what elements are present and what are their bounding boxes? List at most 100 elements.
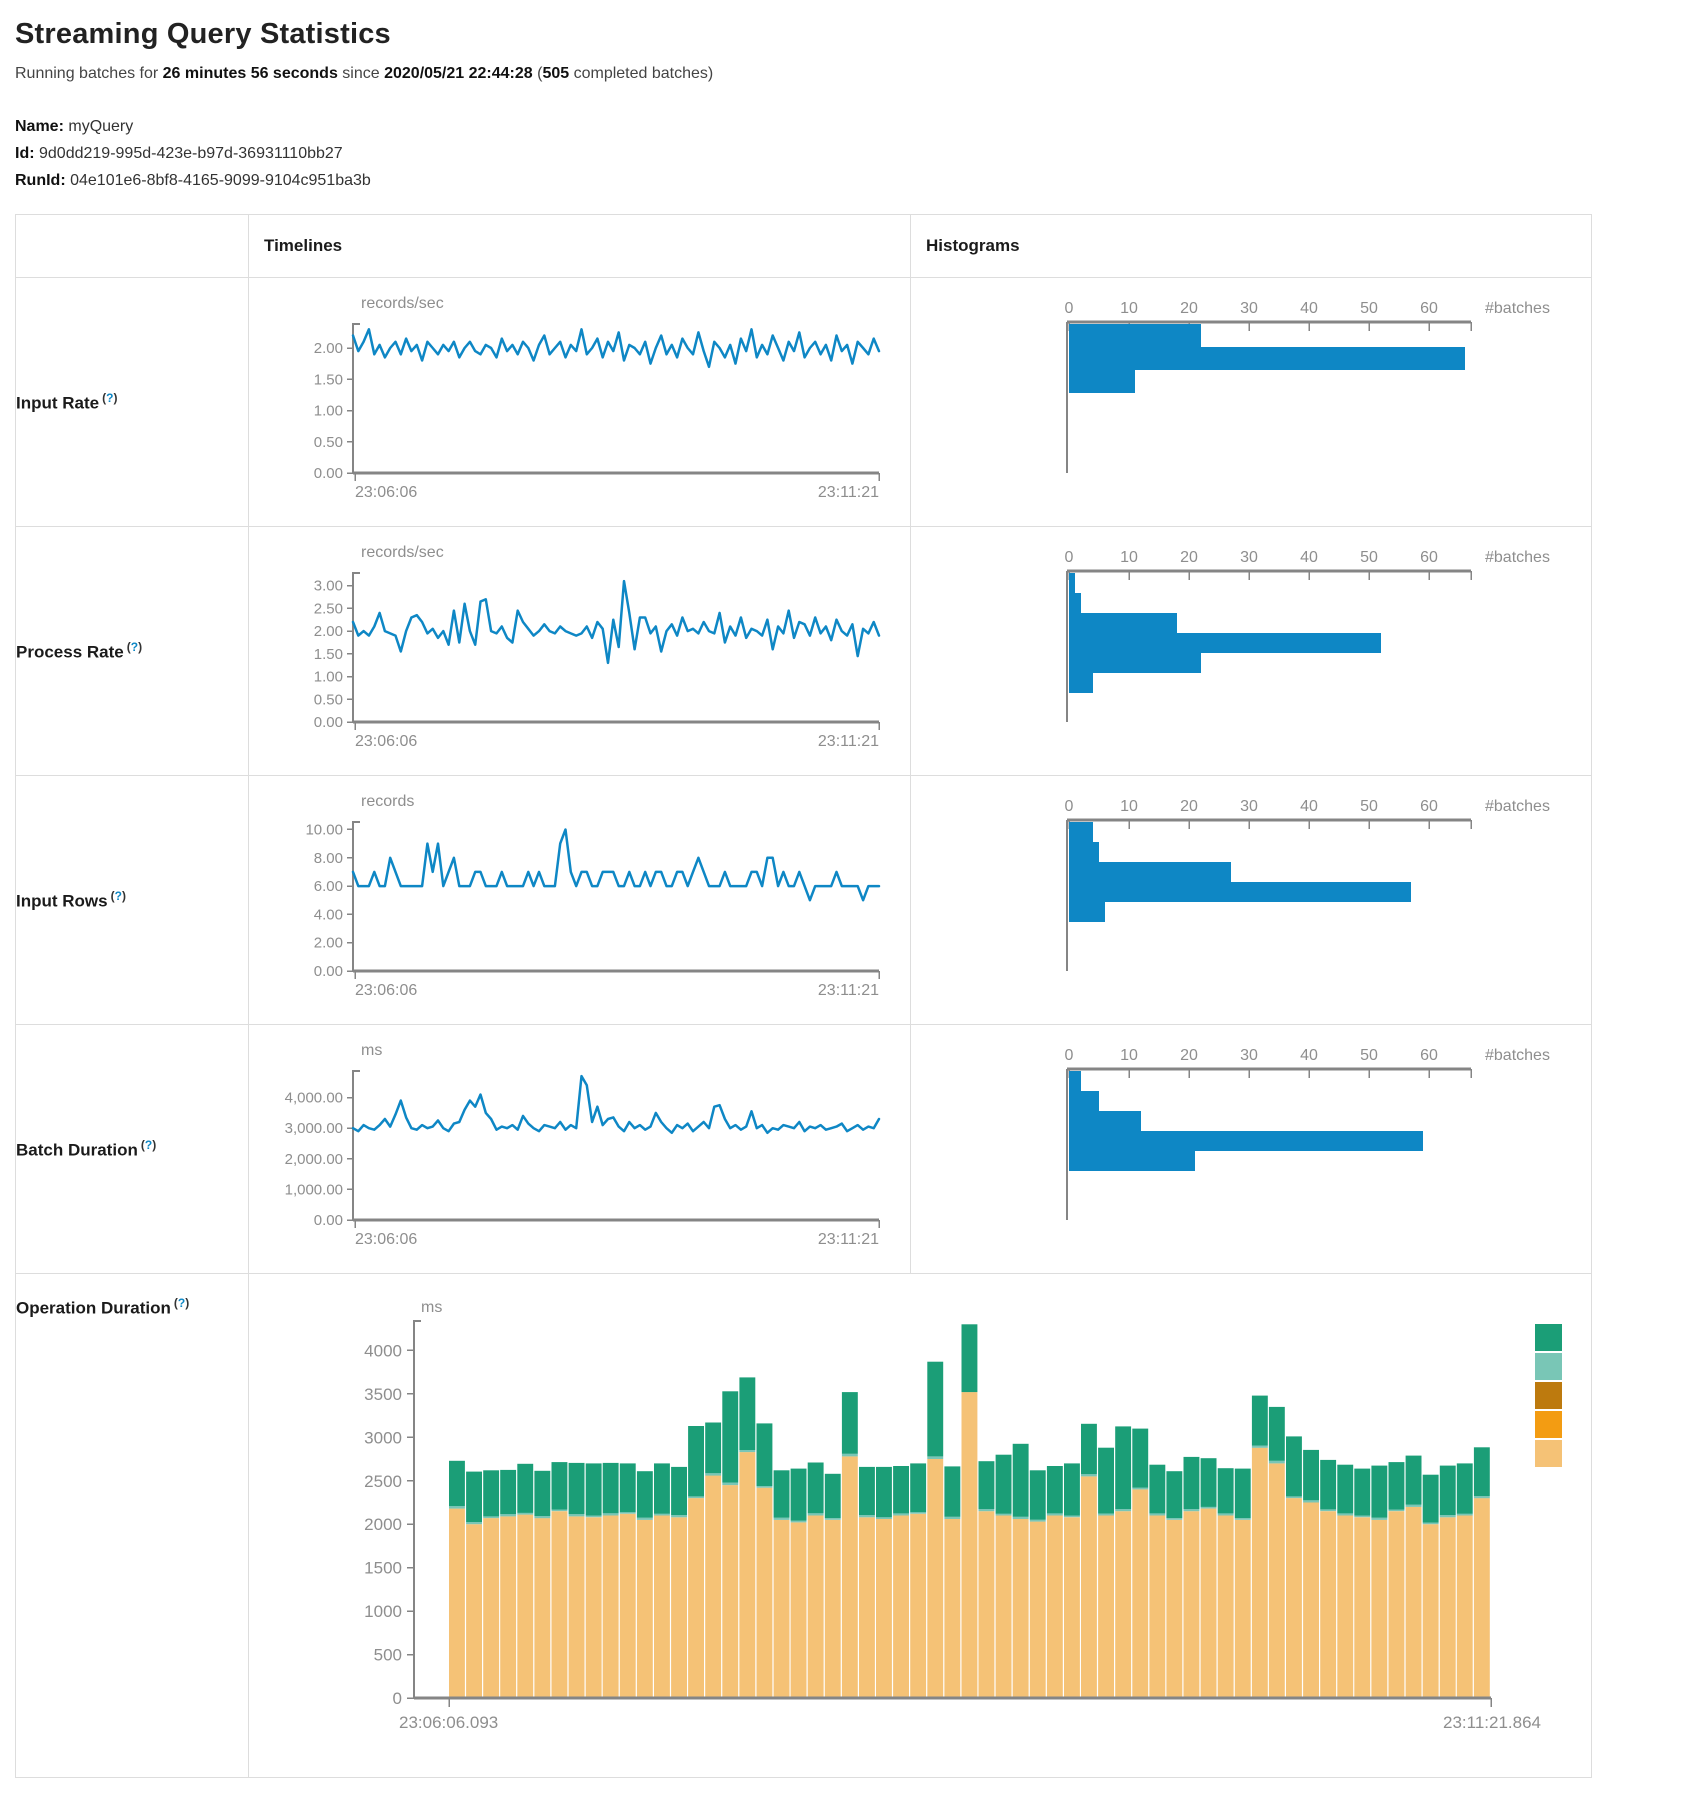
- svg-text:0.50: 0.50: [314, 434, 343, 451]
- svg-text:4,000.00: 4,000.00: [285, 1090, 343, 1107]
- svg-text:records: records: [361, 793, 414, 810]
- help-icon[interactable]: (?): [102, 390, 118, 405]
- header-empty-cell: [15, 214, 249, 278]
- svg-text:1500: 1500: [364, 1559, 402, 1578]
- running-duration: 26 minutes 56 seconds: [162, 65, 338, 82]
- subtitle-paren: (: [532, 65, 543, 82]
- svg-text:2,000.00: 2,000.00: [285, 1151, 343, 1168]
- svg-text:ms: ms: [361, 1042, 382, 1059]
- svg-text:0.00: 0.00: [314, 963, 343, 980]
- input-rate-histogram: 0 10 20 30 40 50 60 #batches: [912, 279, 1591, 526]
- svg-text:records/sec: records/sec: [361, 295, 444, 312]
- start-timestamp: 2020/05/21 22:44:28: [384, 65, 533, 82]
- stats-table: Timelines Histograms Input Rate (?) recor…: [15, 214, 1592, 1778]
- svg-text:50: 50: [1360, 798, 1378, 815]
- svg-text:#batches: #batches: [1485, 798, 1550, 815]
- svg-text:0.50: 0.50: [314, 691, 343, 708]
- batch-duration-label-cell: Batch Duration (?): [15, 1024, 249, 1274]
- timelines-header: Timelines: [264, 236, 343, 255]
- input-rows-label: Input Rows: [16, 891, 108, 911]
- help-icon[interactable]: (?): [140, 1137, 157, 1152]
- svg-text:23:06:06.093: 23:06:06.093: [399, 1713, 498, 1732]
- help-icon[interactable]: (?): [110, 888, 126, 903]
- svg-text:1.50: 1.50: [314, 646, 343, 663]
- svg-text:1.00: 1.00: [314, 403, 343, 420]
- svg-text:30: 30: [1240, 549, 1258, 566]
- svg-text:0: 0: [1065, 549, 1074, 566]
- subtitle-prefix: Running batches for: [15, 65, 163, 82]
- process-rate-label: Process Rate: [16, 642, 124, 662]
- running-batches-text: Running batches for 26 minutes 56 second…: [15, 65, 1693, 83]
- subtitle-suffix: completed batches): [569, 65, 714, 82]
- svg-text:20: 20: [1180, 1047, 1198, 1064]
- svg-text:60: 60: [1420, 549, 1438, 566]
- svg-text:10.00: 10.00: [305, 821, 343, 838]
- svg-text:10: 10: [1120, 549, 1138, 566]
- svg-text:4000: 4000: [364, 1341, 402, 1360]
- svg-text:#batches: #batches: [1485, 1047, 1550, 1064]
- svg-text:2000: 2000: [364, 1515, 402, 1534]
- runid-label: RunId:: [15, 172, 66, 189]
- svg-text:ms: ms: [421, 1299, 442, 1316]
- svg-text:23:11:21: 23:11:21: [818, 1231, 879, 1248]
- input-rate-row: Input Rate (?) records/sec 0.00 0.50 1.00 1.5…: [15, 277, 1592, 527]
- svg-text:23:06:06: 23:06:06: [355, 733, 417, 750]
- svg-text:0.00: 0.00: [314, 714, 343, 731]
- batch-duration-row: Batch Duration (?) ms 0.00 1,000.00 2,000.00…: [15, 1024, 1592, 1274]
- id-value: 9d0dd219-995d-423e-b97d-36931110bb27: [39, 145, 343, 162]
- svg-text:0.00: 0.00: [314, 1212, 343, 1229]
- svg-text:0: 0: [1065, 1047, 1074, 1064]
- input-rows-row: Input Rows (?) records 0.00 2.00 4.00 6.00 8.0…: [15, 775, 1592, 1025]
- batch-duration-timeline-chart: ms 0.00 1,000.00 2,000.00 3,000.00 4,000.00 23…: [250, 1026, 910, 1273]
- help-icon[interactable]: (?): [173, 1296, 190, 1310]
- svg-text:1,000.00: 1,000.00: [285, 1181, 343, 1198]
- svg-text:23:06:06: 23:06:06: [355, 1231, 417, 1248]
- batch-duration-label: Batch Duration: [16, 1140, 138, 1160]
- input-rows-timeline-chart: records 0.00 2.00 4.00 6.00 8.00 10.00 23:06:06…: [250, 777, 910, 1024]
- svg-text:8.00: 8.00: [314, 850, 343, 867]
- svg-text:#batches: #batches: [1485, 300, 1550, 317]
- svg-text:50: 50: [1360, 300, 1378, 317]
- name-label: Name:: [15, 118, 64, 135]
- runid-value: 04e101e6-8bf8-4165-9099-9104c951ba3b: [70, 172, 371, 189]
- input-rate-timeline-chart: records/sec 0.00 0.50 1.00 1.50 2.00 23:06:06 2…: [250, 279, 910, 526]
- svg-text:0: 0: [1065, 798, 1074, 815]
- svg-text:0: 0: [1065, 300, 1074, 317]
- svg-text:3500: 3500: [364, 1385, 402, 1404]
- svg-text:20: 20: [1180, 300, 1198, 317]
- process-rate-label-cell: Process Rate (?): [15, 526, 249, 776]
- svg-text:500: 500: [374, 1646, 402, 1665]
- batch-duration-histogram: 0 10 20 30 40 50 60 #batches: [912, 1026, 1591, 1273]
- name-value: myQuery: [68, 118, 134, 135]
- query-name-row: Name: myQuery: [15, 113, 1693, 140]
- svg-text:10: 10: [1120, 1047, 1138, 1064]
- svg-text:10: 10: [1120, 798, 1138, 815]
- operation-duration-stacked-chart: ms 0 500 1000 1500 2000 2500 3000 3500 4000 23:06:…: [250, 1275, 1591, 1777]
- input-rows-histogram: 0 10 20 30 40 50 60 #batches: [912, 777, 1591, 1024]
- process-rate-histogram: 0 10 20 30 40 50 60 #batches: [912, 528, 1591, 775]
- process-rate-timeline-chart: records/sec 0.00 0.50 1.00 1.50 2.00 2.50 3.00 2…: [250, 528, 910, 775]
- query-id-row: Id: 9d0dd219-995d-423e-b97d-36931110bb27: [15, 140, 1693, 167]
- id-label: Id:: [15, 145, 35, 162]
- svg-text:23:11:21.864: 23:11:21.864: [1443, 1713, 1541, 1732]
- svg-text:2.00: 2.00: [314, 935, 343, 952]
- svg-text:50: 50: [1360, 549, 1378, 566]
- query-runid-row: RunId: 04e101e6-8bf8-4165-9099-9104c951b…: [15, 167, 1693, 194]
- input-rate-label: Input Rate: [16, 393, 100, 413]
- svg-text:40: 40: [1300, 300, 1318, 317]
- svg-text:23:11:21: 23:11:21: [818, 484, 879, 501]
- svg-text:records/sec: records/sec: [361, 544, 444, 561]
- svg-text:6.00: 6.00: [314, 878, 343, 895]
- page: Streaming Query Statistics Running batch…: [0, 0, 1693, 194]
- help-icon[interactable]: (?): [126, 639, 143, 654]
- svg-text:4.00: 4.00: [314, 906, 343, 923]
- svg-text:60: 60: [1420, 798, 1438, 815]
- svg-text:#batches: #batches: [1485, 549, 1550, 566]
- svg-text:23:06:06: 23:06:06: [355, 982, 417, 999]
- svg-text:3000: 3000: [364, 1428, 402, 1447]
- svg-text:30: 30: [1240, 1047, 1258, 1064]
- svg-text:3.00: 3.00: [314, 578, 343, 595]
- svg-text:40: 40: [1300, 798, 1318, 815]
- svg-text:50: 50: [1360, 1047, 1378, 1064]
- svg-text:30: 30: [1240, 300, 1258, 317]
